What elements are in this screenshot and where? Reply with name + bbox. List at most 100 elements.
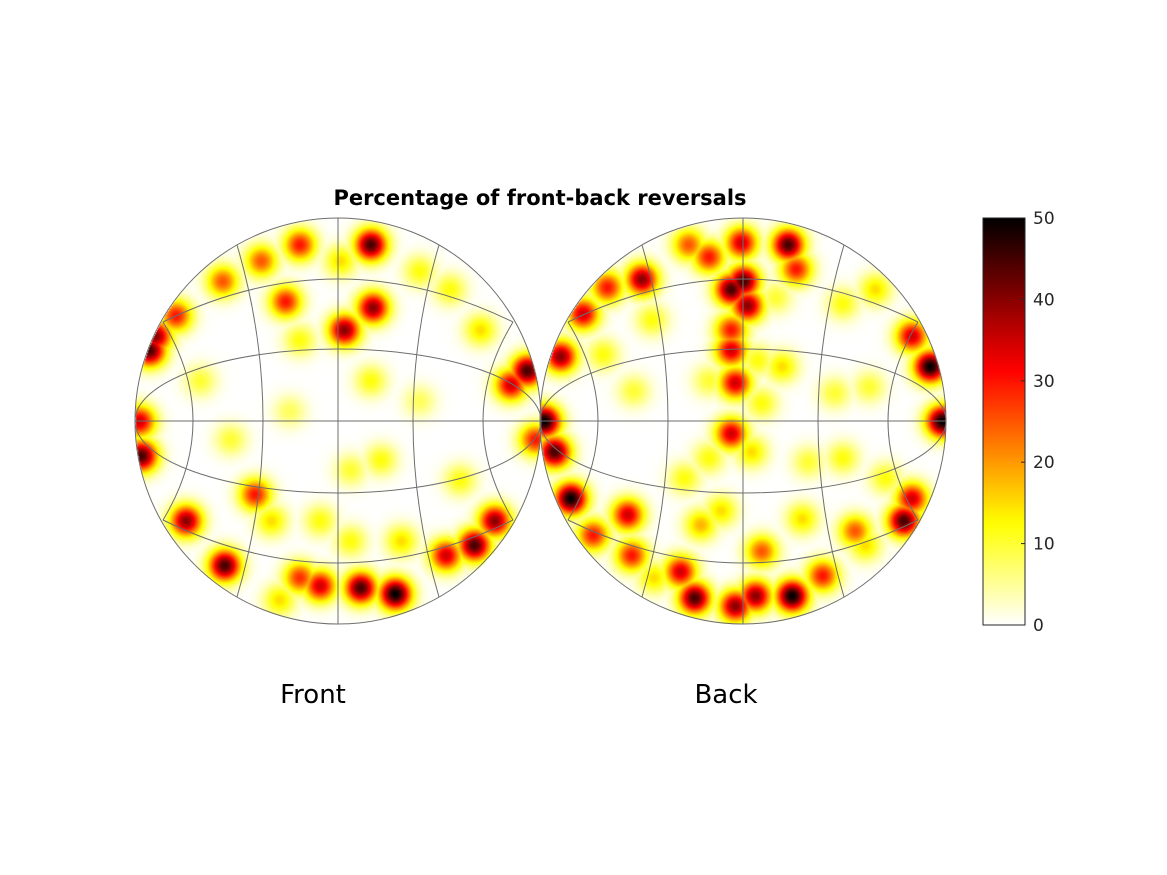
- heat-point-back: [828, 387, 840, 399]
- heat-point-back: [863, 380, 875, 392]
- heat-point-front: [170, 309, 182, 321]
- heat-point-front: [265, 514, 277, 526]
- heat-point-front: [488, 514, 500, 526]
- heat-point-back: [601, 281, 613, 293]
- heat-point-front: [468, 539, 480, 551]
- heat-point-back: [905, 330, 917, 342]
- heat-point-back: [802, 456, 814, 468]
- heat-point-back: [905, 492, 917, 504]
- heat-point-back: [836, 452, 848, 464]
- heat-point-back: [625, 549, 637, 561]
- heat-point-front: [314, 514, 326, 526]
- panel-label-back: Back: [694, 680, 758, 710]
- heat-point-back: [597, 348, 609, 360]
- heat-point-back: [682, 238, 694, 250]
- heat-point-front: [444, 283, 456, 295]
- colorbar-tick-label: 10: [1033, 535, 1055, 555]
- heat-point-front: [364, 374, 376, 386]
- heat-point-back: [869, 283, 881, 295]
- heat-point-front: [218, 559, 230, 571]
- colorbar-tick-label: 50: [1033, 209, 1055, 229]
- heat-point-front: [216, 275, 228, 287]
- heat-point-front: [474, 324, 486, 336]
- heat-point-front: [283, 405, 295, 417]
- heat-point-back: [688, 592, 700, 604]
- heat-point-front: [338, 324, 350, 336]
- heat-point-back: [836, 297, 848, 309]
- heat-point-back: [702, 452, 714, 464]
- heat-point-back: [769, 291, 781, 303]
- heat-point-front: [413, 395, 425, 407]
- heat-point-back: [849, 525, 861, 537]
- heat-point-back: [745, 445, 757, 457]
- grid-line: [817, 244, 845, 598]
- heat-point-front: [255, 255, 267, 267]
- heat-point-front: [334, 255, 346, 267]
- heat-point-back: [816, 569, 828, 581]
- heat-point-back: [564, 492, 576, 504]
- heat-point-back: [725, 283, 737, 295]
- panel-label-front: Front: [280, 680, 346, 710]
- heat-point-back: [751, 354, 763, 366]
- heat-point-front: [413, 265, 425, 277]
- colorbar-ticks: 0 10 20 30 40 50: [1021, 209, 1055, 636]
- heat-point-back: [729, 600, 741, 612]
- heat-point-front: [344, 535, 356, 547]
- heat-point-front: [293, 334, 305, 346]
- heat-point-front: [279, 295, 291, 307]
- colorbar: [982, 217, 1026, 626]
- grid-front: [134, 217, 542, 625]
- sphere-grids: [134, 217, 947, 625]
- heat-point-back: [782, 238, 794, 250]
- hemisphere-outline: [539, 217, 947, 625]
- heat-point-back: [735, 236, 747, 248]
- grid-line: [162, 278, 514, 323]
- colorbar-tick-label: 30: [1033, 372, 1055, 392]
- heat-point-front: [314, 579, 326, 591]
- heat-point-front: [395, 535, 407, 547]
- grid-line: [887, 321, 919, 521]
- heat-point-front: [293, 238, 305, 250]
- heat-point-back: [725, 324, 737, 336]
- heat-point-back: [796, 512, 808, 524]
- heat-point-back: [646, 314, 658, 326]
- colorbar-tick-label: 20: [1033, 453, 1055, 473]
- heat-point-front: [344, 464, 356, 476]
- chart-title: Percentage of front-back reversals: [333, 186, 747, 210]
- heat-point-back: [715, 504, 727, 516]
- heat-point-front: [354, 581, 366, 593]
- heat-point-back: [725, 427, 737, 439]
- heat-point-front: [194, 374, 206, 386]
- heat-point-back: [729, 376, 741, 388]
- grid-line: [567, 519, 919, 564]
- heat-point-back: [636, 273, 648, 285]
- heat-point-back: [790, 263, 802, 275]
- heat-point-back: [587, 529, 599, 541]
- heat-point-back: [678, 472, 690, 484]
- grid-line: [236, 244, 264, 598]
- heat-point-front: [180, 514, 192, 526]
- heat-point-front: [364, 238, 376, 250]
- grid-line: [162, 519, 514, 564]
- heat-point-front: [224, 433, 236, 445]
- grid-line: [567, 278, 919, 323]
- grid-line: [162, 321, 194, 521]
- colorbar-tick-label: 40: [1033, 290, 1055, 310]
- grid-line: [567, 321, 599, 521]
- heat-point-front: [375, 454, 387, 466]
- heat-point-front: [293, 571, 305, 583]
- heat-point-back: [924, 360, 936, 372]
- heat-point-back: [776, 360, 788, 372]
- grid-back: [539, 217, 947, 625]
- colorbar-tick-label: 0: [1033, 616, 1044, 636]
- heat-point-front: [440, 549, 452, 561]
- heat-point-back: [554, 350, 566, 362]
- heat-point-back: [627, 385, 639, 397]
- heat-point-back: [755, 545, 767, 557]
- heat-point-back: [674, 565, 686, 577]
- grid-line: [482, 321, 514, 521]
- heat-point-front: [521, 364, 533, 376]
- heat-point-front: [273, 594, 285, 606]
- grid-line: [641, 244, 669, 598]
